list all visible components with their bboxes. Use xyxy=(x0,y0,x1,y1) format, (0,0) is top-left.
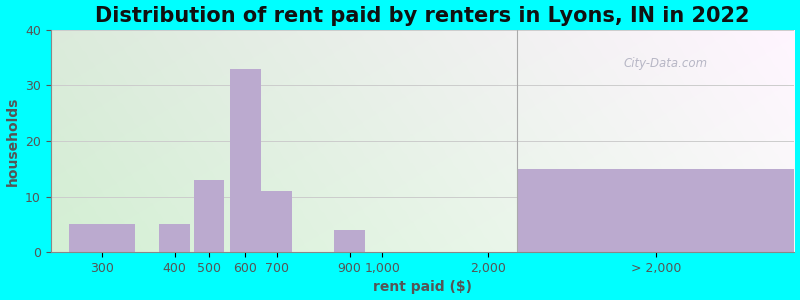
Bar xyxy=(518,169,794,252)
Bar xyxy=(334,230,365,252)
Bar xyxy=(262,191,292,252)
Bar xyxy=(194,180,224,252)
Y-axis label: households: households xyxy=(6,96,19,186)
Text: City-Data.com: City-Data.com xyxy=(623,57,707,70)
Bar xyxy=(159,224,190,252)
Title: Distribution of rent paid by renters in Lyons, IN in 2022: Distribution of rent paid by renters in … xyxy=(95,6,750,26)
Bar xyxy=(230,69,261,252)
Bar xyxy=(69,224,134,252)
X-axis label: rent paid ($): rent paid ($) xyxy=(373,280,472,294)
